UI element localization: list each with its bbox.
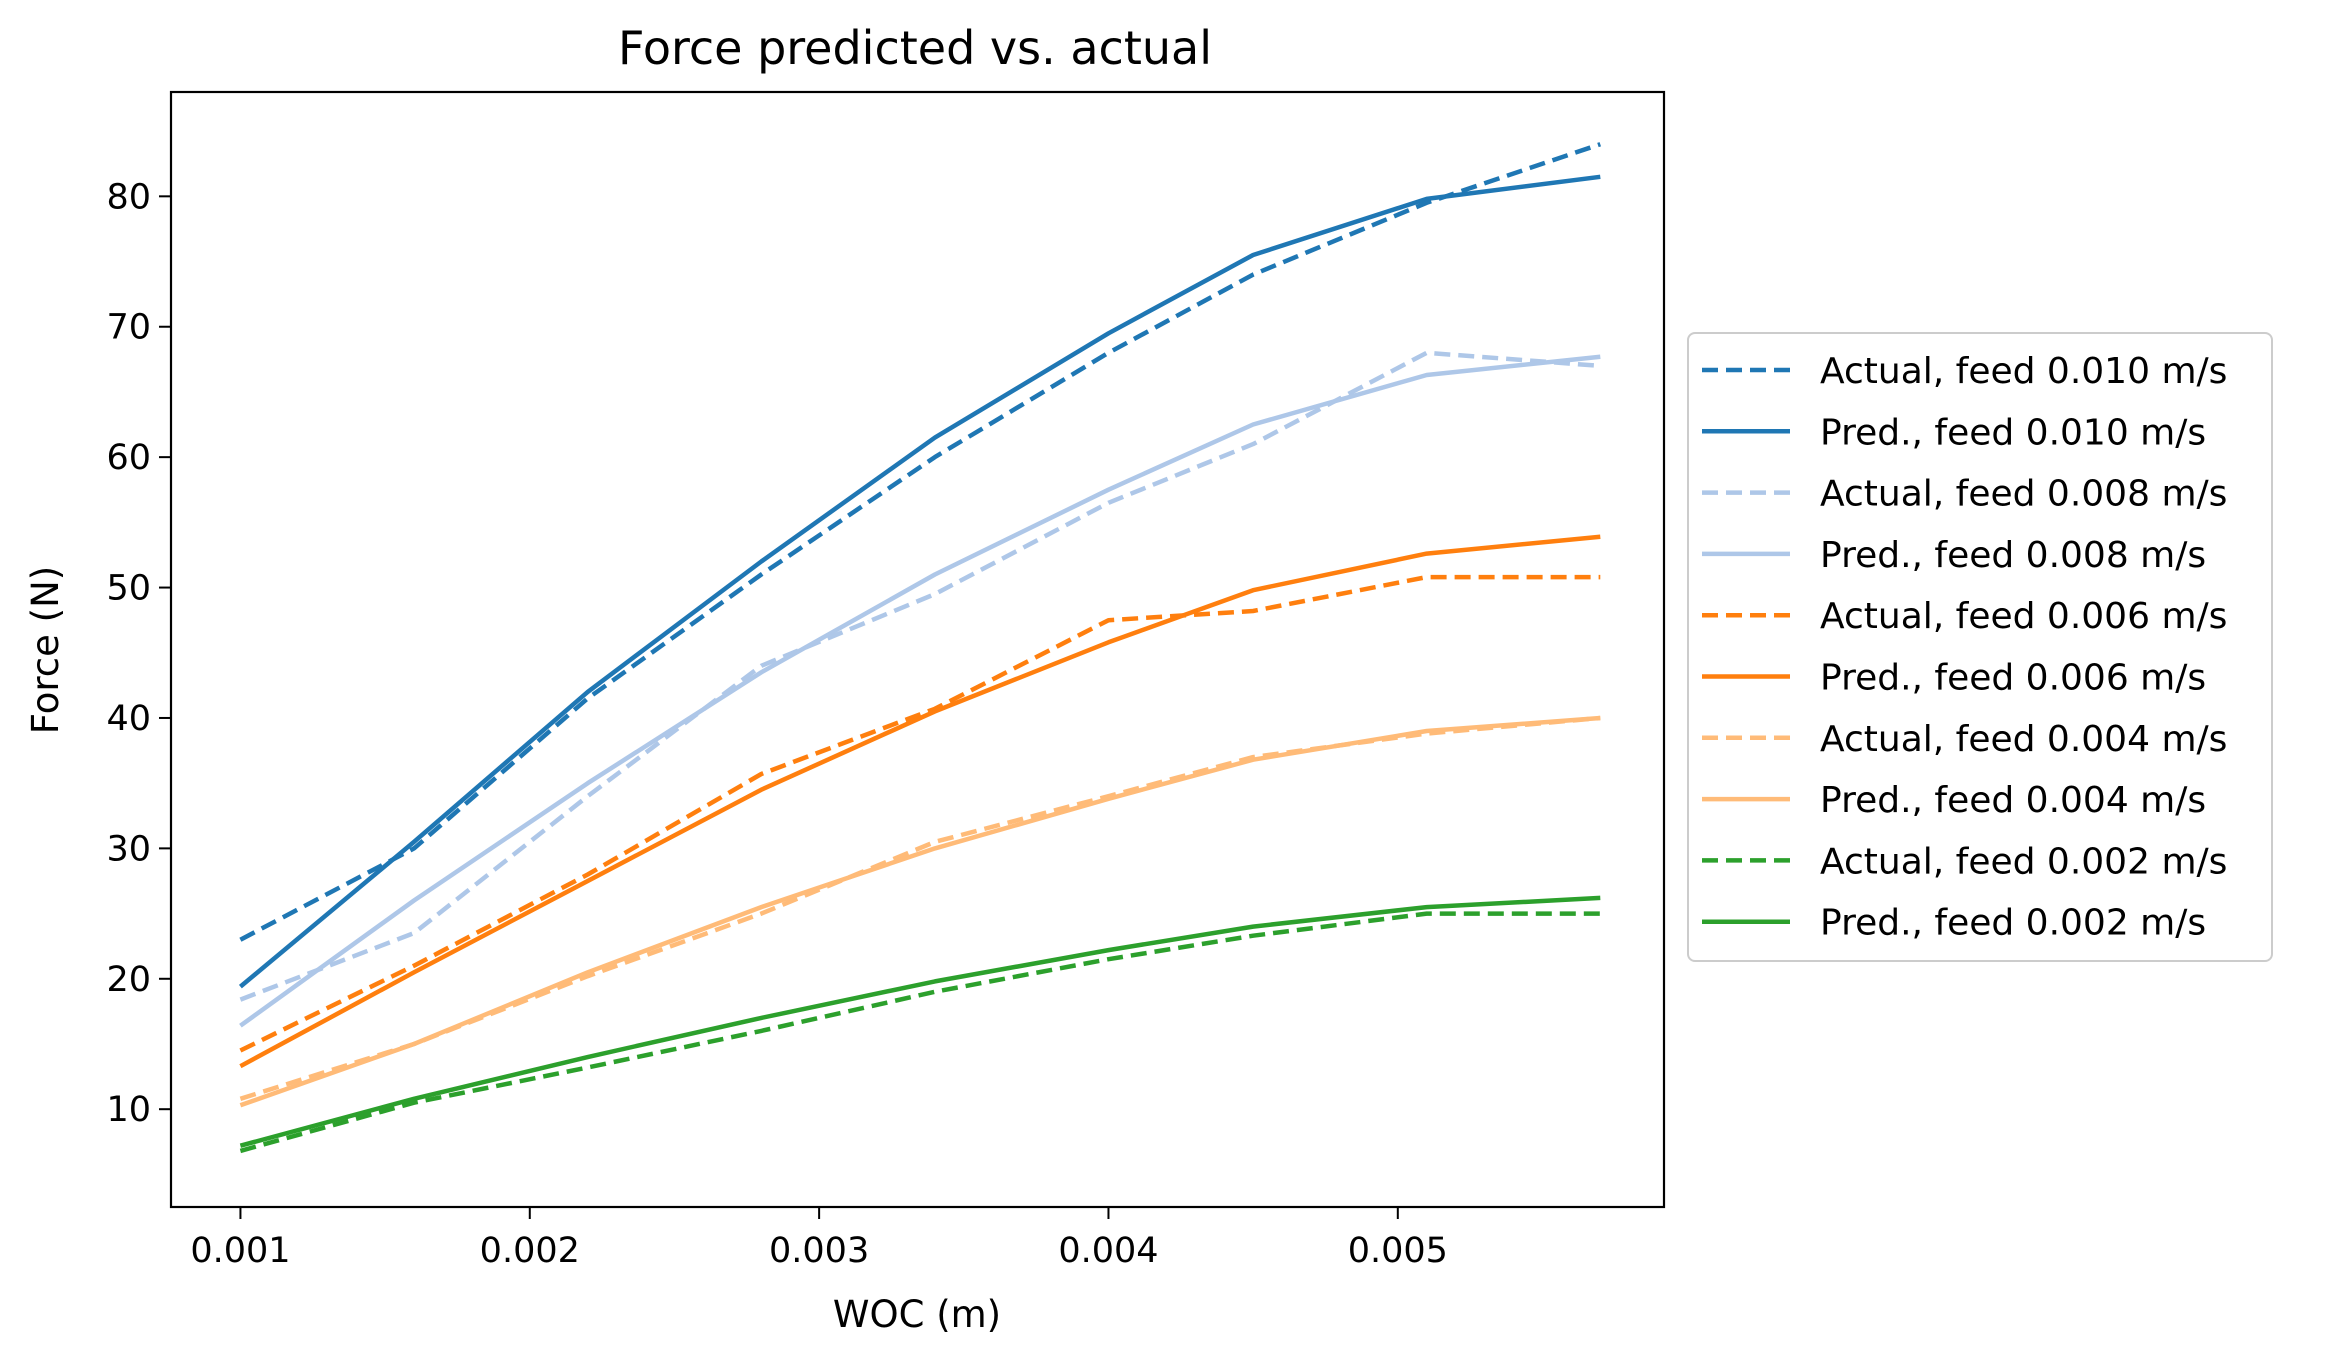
legend-label: Pred., feed 0.008 m/s	[1820, 535, 2206, 576]
legend-label: Actual, feed 0.006 m/s	[1820, 596, 2227, 637]
y-tick-label: 70	[106, 308, 151, 348]
series-line-9	[239, 911, 1601, 1154]
legend-label: Actual, feed 0.010 m/s	[1820, 351, 2227, 392]
legend-label: Pred., feed 0.010 m/s	[1820, 412, 2206, 453]
legend-label: Actual, feed 0.002 m/s	[1820, 841, 2227, 882]
legend-label: Actual, feed 0.004 m/s	[1820, 719, 2227, 760]
y-tick-label: 50	[106, 569, 151, 609]
series-line-1	[239, 142, 1602, 942]
x-axis-label: WOC (m)	[833, 1293, 1001, 1336]
legend-label: Pred., feed 0.004 m/s	[1820, 780, 2206, 821]
legend-label: Actual, feed 0.008 m/s	[1820, 474, 2227, 515]
legend-label: Pred., feed 0.006 m/s	[1820, 658, 2206, 699]
y-tick-label: 40	[106, 699, 151, 739]
y-tick-label: 30	[106, 829, 151, 869]
y-axis-label: Force (N)	[24, 566, 67, 734]
y-tick-label: 10	[106, 1090, 151, 1130]
series-line-6	[239, 534, 1601, 1069]
x-axis: 0.001 0.002 0.003 0.004 0.005	[190, 1207, 1448, 1271]
x-tick-label: 0.004	[1058, 1231, 1158, 1271]
x-tick-label: 0.005	[1348, 1231, 1448, 1271]
series-line-4	[239, 354, 1601, 1028]
y-tick-label: 80	[106, 177, 151, 217]
x-tick-label: 0.001	[190, 1231, 290, 1271]
y-tick-label: 20	[106, 960, 151, 1000]
legend-frame	[1687, 332, 2273, 962]
series-line-8	[239, 715, 1601, 1108]
series-line-5	[239, 574, 1601, 1053]
series-line-10	[239, 895, 1601, 1148]
x-tick-label: 0.002	[480, 1231, 580, 1271]
series-layer	[238, 142, 1602, 1154]
series-line-2	[238, 174, 1601, 989]
y-axis: 10 20 30 40 50 60 70 80	[106, 177, 171, 1130]
legend: Actual, feed 0.010 m/s Pred., feed 0.010 …	[1687, 332, 2273, 962]
legend-items: Actual, feed 0.010 m/s Pred., feed 0.010 …	[1702, 351, 2227, 944]
x-tick-label: 0.003	[769, 1231, 869, 1271]
y-tick-label: 60	[106, 438, 151, 478]
chart-title: Force predicted vs. actual	[618, 21, 1212, 75]
plot-frame	[169, 90, 1666, 1209]
legend-label: Pred., feed 0.002 m/s	[1820, 903, 2206, 944]
